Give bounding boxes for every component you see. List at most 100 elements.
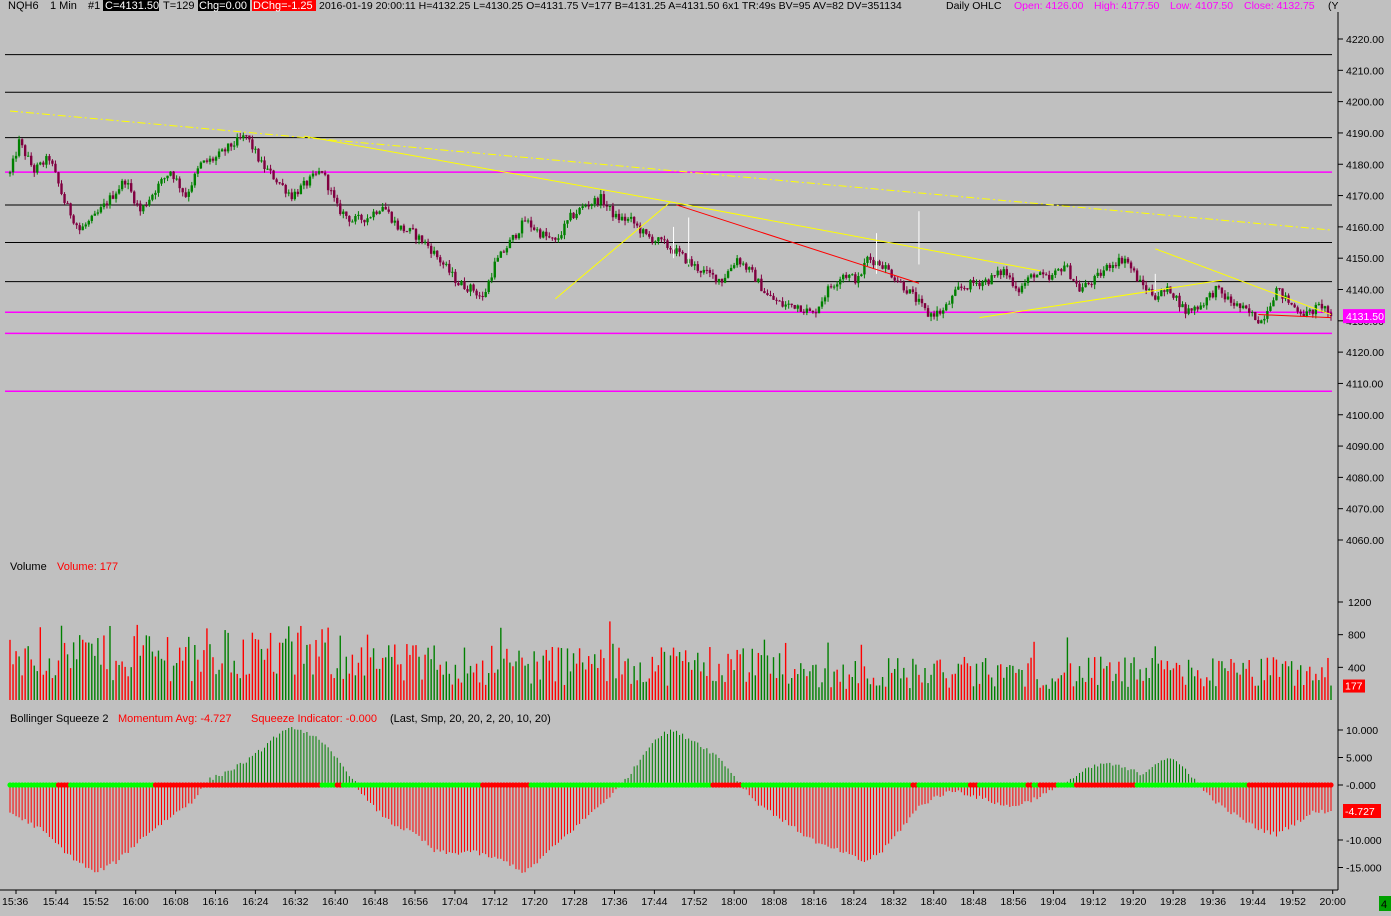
candle-body [375,211,378,214]
candle-body [1326,306,1330,313]
candle-body [357,214,360,216]
candle-body [148,199,151,206]
candle-body [757,278,760,282]
candle-body [775,299,778,301]
candle-body [1172,293,1175,298]
candle-body [1072,279,1075,281]
candle-body [1114,265,1118,267]
x-axis: 15:36 15:44 15:52 16:00 16:08 16:16 16:24 16:32… [2,890,1346,908]
x-tick-label: 17:20 [522,896,548,908]
candle-body [326,174,330,191]
candle-body [39,162,42,165]
candle-body [1048,274,1051,280]
last-volume-label: 177 [1345,681,1363,693]
candle-body [296,191,300,195]
candle-body [363,219,366,223]
x-tick-label: 17:28 [561,896,587,908]
candle-body [1308,309,1311,312]
candle-body [193,173,197,186]
candle-body [990,275,993,285]
candle-body [623,216,627,221]
candle-body [632,216,636,224]
candle-body [1205,297,1208,306]
candle-body [920,298,924,304]
candle-body [23,145,27,157]
candle-body [1260,320,1263,324]
candle-body [905,290,909,294]
candle-body [975,282,978,284]
candle-body [505,248,509,253]
candle-body [654,241,657,243]
trendline-7 [1258,314,1332,319]
candle-body [645,229,648,234]
candle-body [1151,289,1154,296]
candle-body [669,247,672,250]
candle-body [593,198,596,205]
x-tick-label: 17:04 [442,896,468,908]
x-tick-label: 18:16 [801,896,827,908]
candle-body [1154,295,1157,300]
price-tick-label: 4210.00 [1346,65,1384,77]
price-tick-label: 4180.00 [1346,159,1384,171]
candle-body [581,206,584,209]
candle-body [248,135,251,140]
candle-body [814,312,818,314]
candle-body [1026,277,1030,284]
x-tick-label: 19:36 [1200,896,1226,908]
candle-body [351,221,354,223]
candle-body [154,192,157,195]
candle-body [569,212,572,221]
candle-body [732,265,736,268]
candle-body [754,269,757,282]
header-chg-box [198,0,250,11]
candle-body [78,225,81,231]
candle-body [1023,283,1027,286]
candle-body [951,295,954,304]
candle-body [178,178,181,189]
x-tick-label: 18:24 [841,896,867,908]
candle-body [793,304,796,309]
volume-value-label: Volume: 177 [57,561,118,573]
candle-body [914,292,918,302]
candle-body [90,215,94,221]
x-tick-label: 15:36 [2,896,28,908]
candle-body [1041,272,1045,275]
header-chart-no: #1 [88,0,100,12]
candle-body [102,203,106,208]
x-tick-label: 17:12 [482,896,508,908]
candle-body [239,137,242,139]
candle-body [87,220,90,225]
candle-body [17,139,21,156]
candle-body [711,272,715,275]
candle-body [417,235,421,240]
candle-body [1117,257,1121,267]
candle-body [1184,304,1187,314]
candle-body [54,163,57,173]
candle-body [432,250,436,254]
candle-body [1281,288,1284,299]
candle-body [993,275,996,277]
candle-body [805,308,809,313]
x-tick-label: 18:56 [1000,896,1026,908]
candle-body [608,205,612,207]
x-tick-label: 19:52 [1280,896,1306,908]
candle-body [1035,275,1039,278]
candle-body [48,156,51,161]
candle-body [954,289,957,296]
trendline-1 [303,135,671,203]
candle-body [881,265,884,269]
candle-body [496,257,500,262]
header-details: 2016-01-19 20:00:11 H=4132.25 L=4130.25 … [319,0,902,12]
x-tick-label: 17:44 [641,896,667,908]
candle-body [1190,308,1193,311]
candle-body [602,194,606,206]
header-bar: NQH6 1 Min #1 C=4131.50 T=129 Chg=0.00 D… [8,0,1339,12]
candle-body [472,284,475,291]
volume-panel [9,621,1332,700]
candle-body [705,269,709,271]
candle-body [478,295,481,297]
candle-body [751,267,754,270]
candle-body [787,303,790,305]
candle-body [1069,265,1072,280]
candle-body [20,139,24,146]
